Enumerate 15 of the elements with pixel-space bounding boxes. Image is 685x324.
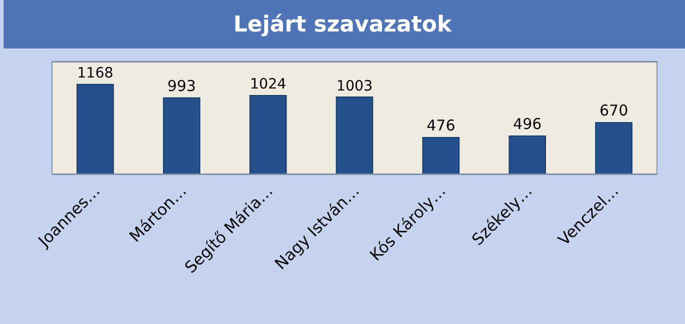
data-label: 1003 <box>336 78 373 94</box>
data-label: 476 <box>426 116 456 134</box>
data-label: 1024 <box>250 76 286 93</box>
chart-title: Lejárt szavazatok <box>233 12 453 38</box>
bar <box>336 96 374 174</box>
data-label: 1168 <box>77 66 114 82</box>
bar <box>162 97 200 174</box>
data-label: 670 <box>599 102 628 120</box>
bar <box>422 136 460 174</box>
data-label: 993 <box>167 76 196 95</box>
bar <box>76 84 114 174</box>
bar <box>508 135 546 174</box>
data-label: 496 <box>513 114 542 133</box>
bar <box>595 122 632 174</box>
bar <box>249 94 287 174</box>
